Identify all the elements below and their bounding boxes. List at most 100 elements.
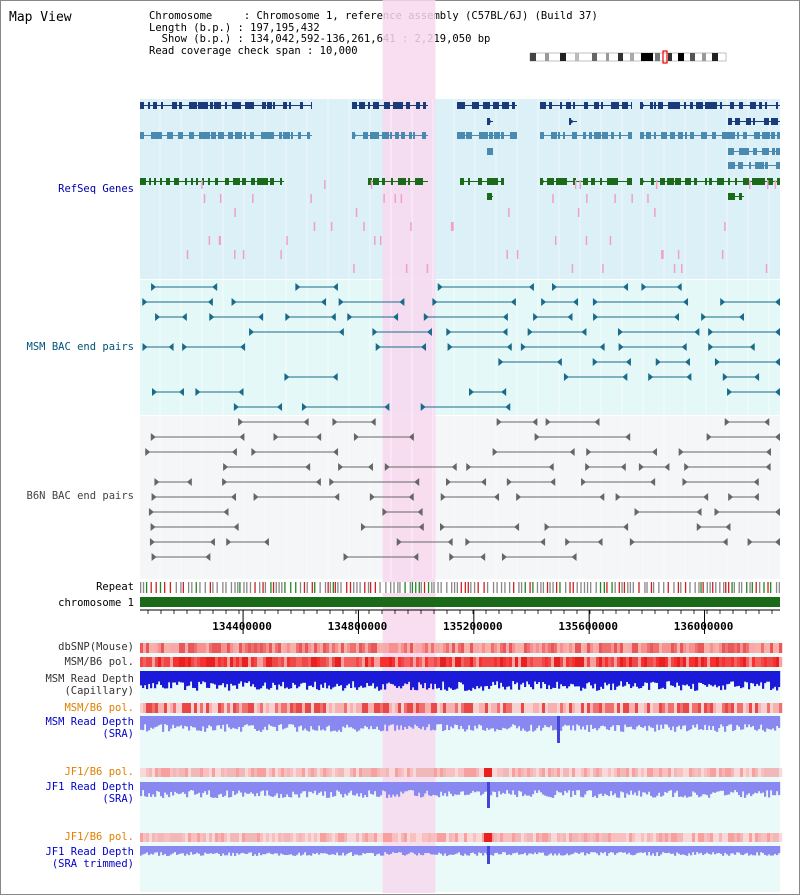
jf1-pol-cell bbox=[368, 768, 372, 777]
jf1-pol-cell bbox=[203, 768, 207, 777]
msm-pol-cell bbox=[737, 657, 741, 667]
dbsnp-cell bbox=[413, 643, 417, 653]
msm-pol-cell bbox=[398, 657, 402, 667]
msm-depth-sra-bar bbox=[686, 716, 689, 732]
jf1-depth-sra-bar bbox=[258, 782, 261, 796]
gene-exon bbox=[153, 102, 157, 109]
msm-pol-cell bbox=[419, 657, 423, 667]
jf1-depth-sra-bar bbox=[444, 782, 447, 794]
msm-depth-cap-bar bbox=[200, 671, 203, 685]
msm-depth-sra-bar bbox=[604, 716, 607, 727]
msm-pol-cell bbox=[512, 657, 516, 667]
gene-exon bbox=[262, 102, 266, 109]
msm-pol-cell bbox=[725, 703, 729, 713]
msm-depth-sra-bar bbox=[676, 716, 679, 727]
msm-bac-pair-end bbox=[321, 298, 327, 306]
msm-pol-cell bbox=[308, 703, 312, 713]
dbsnp-cell bbox=[218, 643, 222, 653]
msm-depth-cap-bar bbox=[282, 671, 285, 682]
msm-depth-sra-bar bbox=[534, 716, 537, 731]
msm-depth-sra-bar bbox=[704, 716, 707, 725]
msm-pol-cell bbox=[188, 657, 192, 667]
msm-pol-cell bbox=[239, 657, 243, 667]
dbsnp-cell bbox=[464, 643, 468, 653]
repeat-element bbox=[709, 582, 711, 593]
jf1-depth-sra-bar bbox=[656, 782, 659, 796]
msm-pol-cell bbox=[419, 703, 423, 713]
gene-exon bbox=[619, 132, 621, 139]
jf1-pol-cell bbox=[560, 768, 564, 777]
jf1-pol-cell bbox=[347, 833, 351, 842]
msm-pol-cell bbox=[344, 657, 348, 667]
msm-pol-cell bbox=[458, 657, 462, 667]
msm-depth-sra-bar bbox=[196, 716, 199, 731]
dbsnp-cell bbox=[176, 643, 180, 653]
msm-depth-cap-bar bbox=[276, 671, 279, 690]
msm-bac-pair-end bbox=[541, 298, 547, 306]
msm-pol-cell bbox=[632, 657, 636, 667]
msm-pol-cell bbox=[698, 657, 702, 667]
msm-depth-sra-bar bbox=[332, 716, 335, 731]
msm-depth-sra-bar bbox=[742, 716, 745, 730]
jf1-pol-cell bbox=[536, 768, 540, 777]
b6n-bac-pair-end bbox=[684, 463, 690, 471]
msm-pol-cell bbox=[590, 703, 594, 713]
msm-pol-cell bbox=[767, 657, 771, 667]
msm-depth-cap-bar bbox=[398, 671, 401, 687]
msm-pol-cell bbox=[479, 657, 483, 667]
msm-pol-cell bbox=[386, 657, 390, 667]
jf1-depth-trim-bar bbox=[526, 846, 529, 856]
chromosome-ideogram[interactable] bbox=[529, 50, 727, 64]
dbsnp-cell bbox=[608, 643, 612, 653]
dbsnp-cell bbox=[443, 643, 447, 653]
jf1-pol-cell bbox=[758, 833, 762, 842]
jf1-pol-cell bbox=[533, 833, 537, 842]
jf1-depth-sra-bar bbox=[434, 782, 437, 796]
msm-pol-cell bbox=[200, 657, 204, 667]
jf1-depth-trim-bar bbox=[272, 846, 275, 855]
jf1-depth-trim-bar bbox=[522, 846, 525, 855]
dbsnp-cell bbox=[518, 643, 522, 653]
msm-depth-cap-bar bbox=[386, 671, 389, 684]
repeat-element bbox=[623, 582, 626, 593]
msm-depth-sra-bar bbox=[282, 716, 285, 730]
jf1-depth-sra-bar bbox=[250, 782, 253, 793]
msm-depth-cap-bar bbox=[348, 671, 351, 684]
msm-pol-cell bbox=[257, 657, 261, 667]
jf1-depth-sra-bar bbox=[402, 782, 405, 794]
jf1-depth-sra-bar bbox=[394, 782, 397, 797]
msm-depth-cap-bar bbox=[266, 671, 269, 689]
msm-pol-cell bbox=[377, 703, 381, 713]
msm-depth-cap-bar bbox=[442, 671, 445, 682]
jf1-depth-sra-bar bbox=[692, 782, 695, 792]
jf1-depth-sra-bar bbox=[658, 782, 661, 793]
msm-depth-sra-bar bbox=[320, 716, 323, 731]
jf1-depth-sra-bar bbox=[510, 782, 513, 795]
msm-pol-cell bbox=[266, 657, 270, 667]
jf1-pol-cell bbox=[221, 768, 225, 777]
msm-pol-cell bbox=[659, 703, 663, 713]
jf1-depth-trim-bar bbox=[558, 846, 561, 854]
b6n-bac-pair-end bbox=[145, 448, 151, 456]
jf1-depth-trim-bar bbox=[582, 846, 585, 853]
dbsnp-cell bbox=[584, 643, 588, 653]
msm-pol-cell bbox=[674, 657, 678, 667]
msm-depth-cap-bar bbox=[314, 671, 317, 682]
msm-depth-sra-bar bbox=[340, 716, 343, 732]
jf1-depth-trim-bar bbox=[292, 846, 295, 856]
refseq-marker bbox=[280, 250, 282, 259]
jf1-depth-trim-bar bbox=[560, 846, 563, 856]
b6n-bac-pair-end bbox=[664, 463, 670, 471]
jf1-depth-sra-bar bbox=[328, 782, 331, 798]
jf1-pol-cell bbox=[434, 833, 438, 842]
dbsnp-cell bbox=[596, 643, 600, 653]
b6n-bac-pair-end bbox=[316, 433, 322, 441]
jf1-pol-cell bbox=[284, 833, 288, 842]
jf1-depth-sra-bar bbox=[248, 782, 251, 794]
jf1-depth-trim-bar bbox=[410, 846, 413, 853]
msm-pol-cell bbox=[278, 657, 282, 667]
jf1-depth-trim-bar bbox=[464, 846, 467, 854]
jf1-pol-cell bbox=[587, 833, 591, 842]
msm-depth-cap-bar bbox=[318, 671, 321, 691]
